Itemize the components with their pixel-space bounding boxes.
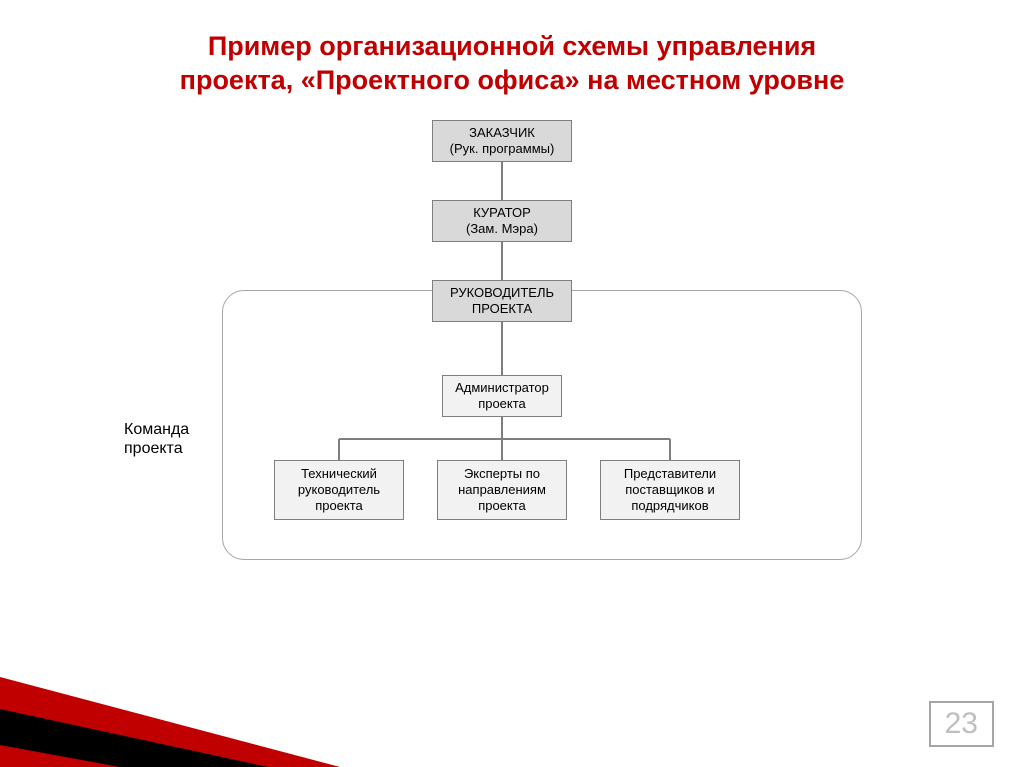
- connector: [669, 439, 671, 461]
- node-line: руководитель: [298, 482, 380, 498]
- node-experts: Эксперты по направлениям проекта: [437, 460, 567, 520]
- team-label-line: Команда: [124, 421, 189, 438]
- node-line: подрядчиков: [631, 498, 708, 514]
- node-line: (Рук. программы): [450, 141, 555, 157]
- corner-decoration-layers: [0, 617, 400, 767]
- node-curator: КУРАТОР (Зам. Мэра): [432, 200, 572, 242]
- node-line: проекта: [478, 498, 526, 514]
- node-line: Администратор: [455, 380, 549, 396]
- node-line: ЗАКАЗЧИК: [469, 125, 535, 141]
- node-line: ПРОЕКТА: [472, 301, 532, 317]
- node-line: КУРАТОР: [473, 205, 531, 221]
- node-line: Технический: [301, 466, 377, 482]
- connector: [501, 417, 503, 439]
- node-suppliers: Представители поставщиков и подрядчиков: [600, 460, 740, 520]
- node-line: (Зам. Мэра): [466, 221, 538, 237]
- node-line: Эксперты по: [464, 466, 540, 482]
- node-customer: ЗАКАЗЧИК (Рук. программы): [432, 120, 572, 162]
- title-line1: Пример организационной схемы управления: [208, 31, 816, 61]
- connector: [501, 162, 503, 200]
- team-label-line: проекта: [124, 440, 183, 457]
- node-line: РУКОВОДИТЕЛЬ: [450, 285, 554, 301]
- connector: [501, 242, 503, 280]
- node-line: направлениям: [458, 482, 546, 498]
- node-line: проекта: [315, 498, 363, 514]
- node-project-lead: РУКОВОДИТЕЛЬ ПРОЕКТА: [432, 280, 572, 322]
- node-admin: Администратор проекта: [442, 375, 562, 417]
- node-tech-lead: Технический руководитель проекта: [274, 460, 404, 520]
- title-line2: проекта, «Проектного офиса» на местном у…: [180, 65, 845, 95]
- node-line: Представители: [624, 466, 716, 482]
- connector: [501, 439, 503, 461]
- corner-decoration: [0, 617, 400, 767]
- page-number: 23: [929, 701, 994, 747]
- team-label: Команда проекта: [124, 420, 189, 458]
- connector: [338, 439, 340, 461]
- connector: [339, 438, 670, 440]
- slide-title: Пример организационной схемы управления …: [0, 0, 1024, 108]
- node-line: поставщиков и: [625, 482, 715, 498]
- connector: [501, 322, 503, 375]
- node-line: проекта: [478, 396, 526, 412]
